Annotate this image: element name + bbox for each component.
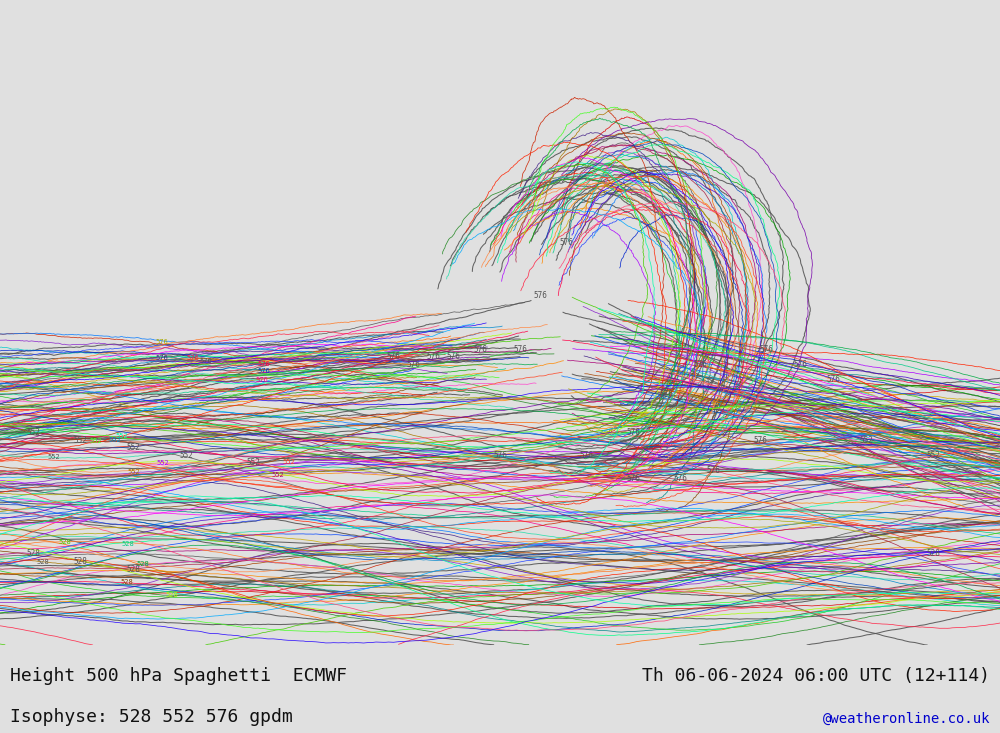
Text: 552: 552: [73, 435, 87, 445]
Text: 552: 552: [926, 451, 940, 460]
Text: 528: 528: [59, 539, 72, 545]
Text: 576: 576: [258, 368, 270, 375]
Text: 576: 576: [513, 345, 527, 353]
Text: 576: 576: [706, 466, 720, 475]
Text: 576: 576: [256, 377, 269, 383]
Text: 528: 528: [121, 542, 134, 548]
Text: 552: 552: [48, 454, 61, 460]
Text: 528: 528: [26, 550, 40, 559]
Text: 576: 576: [826, 375, 840, 384]
Text: 528: 528: [73, 557, 87, 566]
Text: 576: 576: [155, 339, 168, 345]
Text: 576: 576: [406, 360, 420, 369]
Text: 576: 576: [155, 355, 168, 361]
Text: Height 500 hPa Spaghetti  ECMWF: Height 500 hPa Spaghetti ECMWF: [10, 667, 347, 685]
Text: 552: 552: [109, 437, 121, 443]
Text: 576: 576: [426, 352, 440, 361]
Text: 552: 552: [90, 438, 103, 444]
Text: Th 06-06-2024 06:00 UTC (12+114): Th 06-06-2024 06:00 UTC (12+114): [642, 667, 990, 685]
Text: 576: 576: [626, 474, 640, 482]
Text: 552: 552: [127, 469, 140, 476]
Text: 576: 576: [199, 358, 212, 364]
Text: 576: 576: [760, 345, 774, 353]
Text: 528: 528: [126, 564, 140, 574]
Text: 552: 552: [126, 443, 140, 452]
Text: 528: 528: [121, 579, 133, 585]
Text: 552: 552: [246, 458, 260, 468]
Text: 576: 576: [187, 355, 200, 361]
Text: 576: 576: [386, 352, 400, 361]
Text: Isophyse: 528 552 576 gpdm: Isophyse: 528 552 576 gpdm: [10, 708, 293, 726]
Text: 576: 576: [257, 361, 270, 367]
Text: @weatheronline.co.uk: @weatheronline.co.uk: [822, 712, 990, 726]
Text: 552: 552: [26, 428, 40, 437]
Text: 576: 576: [446, 352, 460, 361]
Text: 552: 552: [180, 451, 194, 460]
Text: 576: 576: [793, 360, 807, 369]
Text: 552: 552: [282, 459, 295, 465]
Text: 528: 528: [36, 559, 49, 564]
Text: 552: 552: [271, 472, 284, 478]
Text: 576: 576: [473, 345, 487, 353]
Text: 576: 576: [580, 451, 594, 460]
Text: 576: 576: [560, 238, 574, 247]
Text: 576: 576: [533, 292, 547, 301]
Text: 576: 576: [626, 428, 640, 437]
Text: 552: 552: [156, 460, 169, 466]
Text: 576: 576: [753, 435, 767, 445]
Text: 528: 528: [166, 592, 178, 598]
Text: 528: 528: [137, 561, 149, 567]
Text: 576: 576: [493, 451, 507, 460]
Text: 552: 552: [860, 435, 874, 445]
Text: 528: 528: [926, 550, 940, 559]
Text: 576: 576: [673, 474, 687, 482]
Text: 576: 576: [660, 390, 674, 399]
Text: 576: 576: [693, 360, 707, 369]
Text: 552: 552: [115, 432, 128, 439]
